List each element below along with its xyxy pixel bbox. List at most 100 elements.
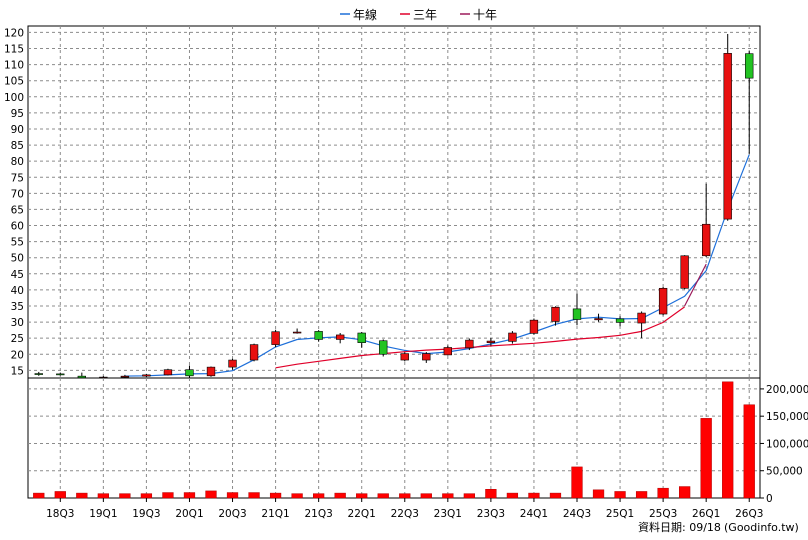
volume-bar [528,492,540,499]
candlestick [249,343,259,362]
candle-body [56,373,65,376]
x-axis: 18Q3 19Q1 19Q3 20Q1 20Q3 21Q1 21Q3 22Q1 22Q3 23Q1… [46,498,763,520]
volume-tick-label: 150,000 [766,411,808,423]
volume-bar [33,492,45,499]
data-date-label: 資料日期: 09/18 [638,520,721,534]
candlestick [745,51,754,154]
candle-body [745,53,754,79]
candle-body [34,373,43,375]
price-tick-label: 35 [11,301,24,313]
legend-label: 十年 [473,8,497,22]
volume-bar [334,492,346,499]
volume-bar [97,493,109,499]
volume-plot-frame [27,377,761,499]
candlestick [680,255,689,290]
source-label: (Goodinfo.tw) [724,521,799,534]
volume-bar [269,492,282,499]
candle-body [529,319,539,334]
candlestick [271,329,280,348]
candle-body [572,308,582,320]
x-tick-label: 18Q3 [46,508,74,520]
candlestick [163,368,173,376]
candle-body [615,318,625,323]
candlestick [637,311,646,339]
candle-body [185,369,194,377]
volume-bar [356,493,368,499]
candle-body [422,353,431,361]
volume-bar [679,486,691,499]
price-tick-label: 105 [4,76,24,88]
volume-tick-label: 50,000 [766,466,803,478]
candlestick [379,339,388,357]
volume-bar [549,492,562,499]
volume-bar [571,466,583,499]
candlestick [336,333,345,344]
price-tick-label: 75 [11,172,24,184]
candle-body [292,331,302,334]
volume-tick-label: 100,000 [766,438,808,450]
volume-bar [313,493,325,499]
candle-body [680,255,689,289]
price-tick-label: 30 [11,317,24,329]
price-tick-label: 70 [11,188,24,200]
candle-body [508,332,517,342]
volume-bar [722,381,734,499]
candle-body [379,340,388,355]
volume-bar [635,491,648,499]
candlestick [486,337,496,346]
candlestick [292,328,302,334]
price-tick-label: 55 [11,237,24,249]
candle-body [594,318,603,321]
candle-body [551,306,560,322]
candlestick [508,331,517,344]
candlestick [551,306,560,326]
x-tick-label: 26Q3 [735,508,763,520]
price-tick-label: 20 [11,349,24,361]
candlestick [658,286,668,316]
candlestick [142,373,151,378]
candle-body [486,340,496,343]
candle-body [314,331,323,340]
candlestick [594,313,603,322]
legend-label: 年線 [353,7,377,22]
x-tick-label: 23Q1 [434,508,462,520]
candlestick [56,372,65,376]
price-tick-label: 110 [4,60,24,72]
volume-bar [226,492,239,499]
candle-body [702,223,711,257]
volume-panel: 0 50,000 100,000 150,000 200,000 [27,377,808,505]
price-tick-label: 90 [11,124,24,136]
volume-bar [291,493,303,499]
candlestick [723,34,732,221]
price-tick-label: 85 [11,140,24,152]
volume-tick-label: 0 [766,493,773,505]
candle-body [443,347,452,356]
candlestick [529,318,539,335]
price-tick-label: 100 [4,92,24,104]
x-tick-label: 21Q1 [261,508,289,520]
candle-body [163,369,173,376]
volume-tick-label: 200,000 [766,384,808,396]
candle-body [336,334,345,340]
candle-body [637,312,646,324]
volume-bar [485,489,497,499]
x-tick-label: 26Q1 [692,508,720,520]
candle-body [357,332,366,343]
price-tick-label: 50 [11,253,24,265]
x-tick-label: 22Q3 [391,508,419,520]
x-tick-label: 19Q1 [89,508,117,520]
candlestick [206,366,216,377]
candlestick [443,345,452,356]
ma-line-2 [684,263,707,307]
price-plot-frame [27,25,761,381]
volume-bar [399,493,411,499]
price-tick-label: 25 [11,333,24,345]
candle-body [206,366,216,377]
candle-body [142,374,151,377]
volume-bar [377,493,389,499]
x-tick-label: 24Q3 [563,508,591,520]
volume-bar [420,493,432,499]
volume-bar [205,490,217,499]
price-tick-label: 80 [11,156,24,168]
ma-line-1 [275,306,685,369]
